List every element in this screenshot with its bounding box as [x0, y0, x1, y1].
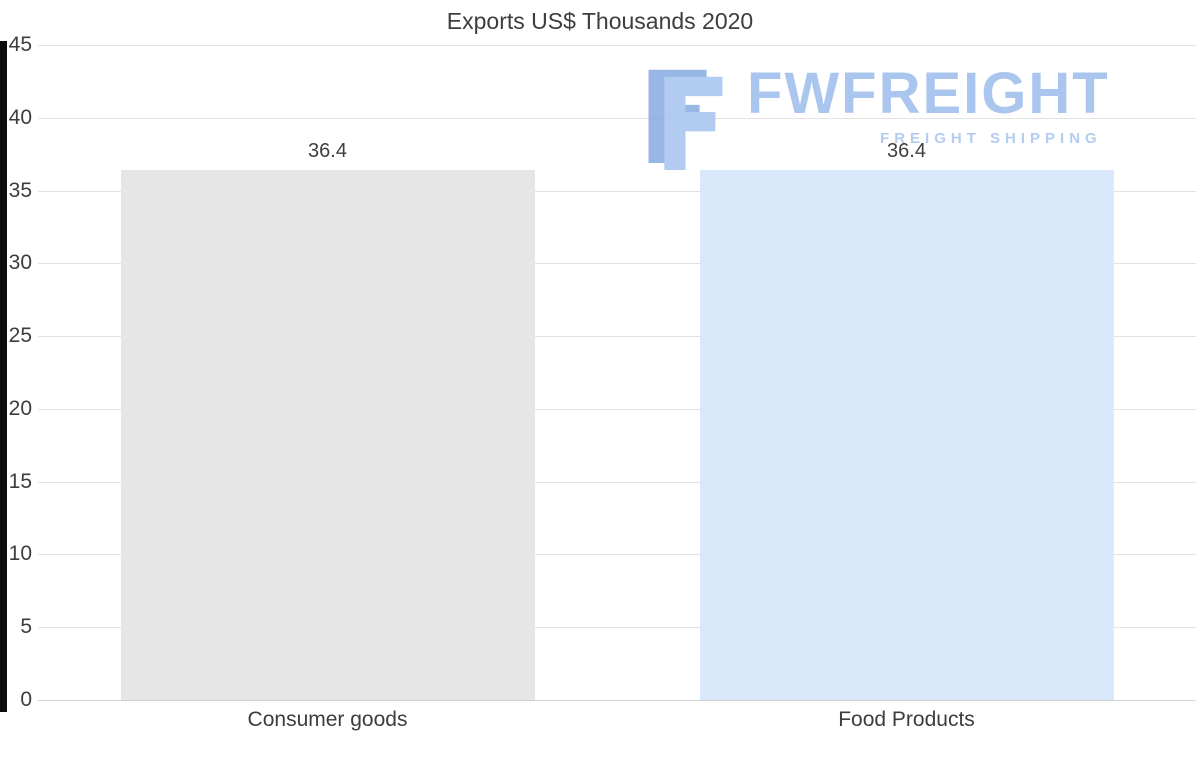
x-axis-labels: Consumer goods Food Products [38, 703, 1196, 743]
y-tick-label: 15 [8, 469, 32, 493]
y-tick-label: 45 [8, 33, 32, 56]
y-tick-label: 40 [8, 105, 32, 129]
x-category-label: Food Products [838, 708, 975, 731]
y-tick-label: 10 [8, 542, 32, 566]
y-tick-label: 5 [20, 615, 32, 639]
gridline [38, 408, 1196, 410]
y-axis-labels: 0 5 10 15 20 25 30 35 40 45 [0, 33, 32, 711]
gridline [38, 700, 1196, 701]
gridline [38, 336, 1196, 338]
chart-title: Exports US$ Thousands 2020 [446, 8, 754, 34]
gridline [38, 554, 1196, 556]
brand-name: FWFREIGHT [747, 61, 1110, 126]
watermark-text: FWFREIGHT FREIGHT SHIPPING [747, 61, 1110, 148]
gridline [38, 117, 1196, 119]
y-tick-label: 30 [8, 251, 32, 275]
plot-area [38, 45, 1196, 701]
y-tick-label: 20 [8, 396, 32, 420]
brand-tagline: FREIGHT SHIPPING [880, 130, 1102, 148]
y-tick-label: 25 [8, 324, 32, 348]
gridline [38, 627, 1196, 629]
gridline [38, 45, 1196, 46]
x-category-label: Consumer goods [247, 708, 408, 731]
y-tick-label: 35 [8, 178, 32, 202]
left-edge-strip [0, 41, 7, 712]
watermark: FWFREIGHT FREIGHT SHIPPING [645, 61, 1110, 172]
brand-logo-icon [648, 69, 723, 171]
gridline [38, 190, 1196, 192]
gridline [38, 263, 1196, 265]
y-tick-label: 0 [20, 688, 32, 711]
gridline [38, 481, 1196, 483]
bar-food-products [700, 170, 1114, 700]
bar-consumer-goods [121, 170, 535, 700]
